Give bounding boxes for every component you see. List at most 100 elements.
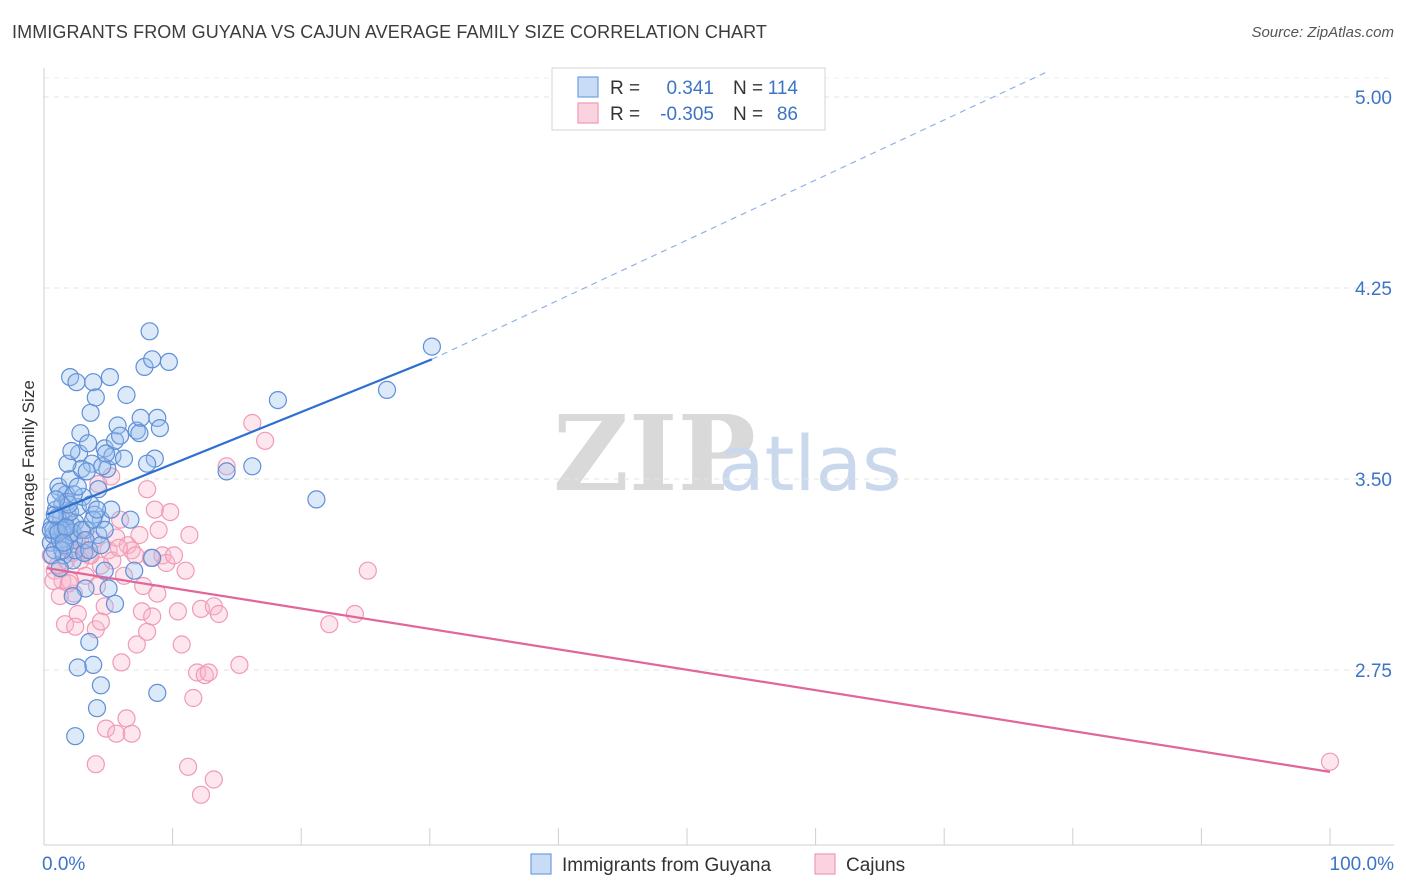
- data-point: [179, 757, 198, 776]
- data-point: [243, 457, 262, 476]
- bottom-legend: Immigrants from Guyana Cajuns: [530, 853, 905, 876]
- legend-r-value-pink: -0.305: [660, 104, 714, 125]
- data-point: [63, 586, 82, 606]
- data-point: [143, 350, 162, 369]
- data-point: [57, 551, 76, 570]
- legend-r-label-blue: R =: [610, 78, 640, 99]
- data-point: [130, 424, 149, 443]
- data-point: [320, 615, 339, 634]
- data-point: [138, 622, 157, 641]
- data-point: [217, 462, 236, 481]
- data-point: [60, 469, 80, 489]
- bottom-legend-swatch-guyana: [530, 853, 552, 875]
- data-point: [199, 663, 218, 682]
- data-point: [72, 520, 91, 540]
- data-point: [80, 632, 99, 652]
- series-cajuns-points: [41, 413, 1340, 804]
- data-point: [112, 653, 131, 672]
- data-point: [91, 612, 111, 631]
- data-point: [172, 635, 191, 654]
- data-point: [157, 553, 176, 573]
- data-point: [150, 419, 169, 438]
- data-point: [50, 558, 69, 578]
- data-point: [184, 688, 203, 708]
- data-point: [164, 546, 184, 565]
- data-point: [91, 536, 111, 555]
- data-point: [66, 727, 85, 746]
- data-point: [105, 431, 125, 450]
- y-tick-label: 3.50: [1355, 470, 1392, 491]
- data-point: [159, 352, 178, 371]
- data-point: [100, 368, 120, 387]
- data-point: [86, 755, 105, 774]
- trend-line-cajuns: [46, 567, 1331, 773]
- x-tick-label-100: 100.0%: [1330, 854, 1395, 875]
- data-point: [127, 635, 146, 654]
- data-point: [84, 510, 103, 529]
- data-point: [87, 500, 107, 519]
- chart-title: IMMIGRANTS FROM GUYANA VS CAJUN AVERAGE …: [12, 22, 768, 42]
- y-tick-label: 4.25: [1355, 279, 1392, 300]
- trend-line-guyana: [46, 358, 433, 516]
- data-point: [68, 477, 87, 496]
- data-point: [148, 683, 167, 703]
- data-point: [102, 500, 121, 519]
- data-point: [89, 475, 108, 494]
- data-point: [191, 785, 211, 804]
- data-point: [143, 607, 162, 626]
- data-point: [176, 561, 195, 580]
- data-point: [72, 459, 91, 478]
- x-tick-marks: [172, 828, 1331, 845]
- data-point: [145, 500, 164, 519]
- data-point: [256, 431, 275, 450]
- y-tick-label: 2.75: [1355, 661, 1392, 682]
- data-point: [50, 586, 69, 606]
- legend-n-label-pink: N =: [733, 104, 763, 125]
- data-point: [143, 548, 162, 568]
- legend-n-value-blue: 114: [768, 78, 799, 99]
- data-point: [87, 699, 107, 718]
- legend-box: R = 0.341 N = 114 R = -0.305 N = 86: [551, 67, 826, 131]
- data-point: [131, 408, 150, 427]
- data-point: [86, 388, 105, 407]
- data-point: [345, 604, 364, 624]
- bottom-legend-label-cajuns: Cajuns: [846, 855, 905, 876]
- data-point: [78, 434, 98, 453]
- data-point: [122, 724, 141, 743]
- data-point: [140, 322, 159, 341]
- y-tick-label: 5.00: [1355, 88, 1392, 109]
- legend-n-label-blue: N =: [733, 78, 763, 99]
- data-point: [132, 602, 151, 621]
- data-point: [81, 403, 100, 422]
- data-point: [114, 449, 134, 468]
- data-point: [422, 337, 441, 356]
- data-point: [66, 617, 85, 636]
- legend-r-value-blue: 0.341: [666, 78, 714, 99]
- data-point: [377, 380, 397, 399]
- legend-swatch-pink: [577, 102, 599, 124]
- data-point: [67, 373, 86, 392]
- data-point: [109, 538, 128, 557]
- x-tick-label-0: 0.0%: [42, 854, 85, 875]
- data-point: [68, 658, 87, 677]
- data-point: [307, 490, 326, 509]
- data-point: [107, 724, 126, 743]
- data-point: [54, 533, 73, 552]
- data-point: [1320, 752, 1340, 771]
- data-point: [91, 676, 111, 695]
- data-point: [117, 385, 136, 405]
- data-point: [77, 462, 96, 481]
- data-point: [138, 480, 157, 499]
- data-point: [57, 518, 76, 537]
- watermark-zip: ZIP: [553, 392, 756, 515]
- bottom-legend-label-guyana: Immigrants from Guyana: [562, 855, 771, 876]
- data-point: [358, 561, 377, 580]
- data-point: [209, 604, 228, 624]
- data-point: [138, 454, 157, 473]
- trend-line-guyana-extension: [431, 70, 1048, 360]
- data-point: [87, 576, 107, 596]
- trend-lines: [46, 70, 1331, 773]
- data-point: [62, 441, 81, 461]
- data-point: [84, 655, 103, 675]
